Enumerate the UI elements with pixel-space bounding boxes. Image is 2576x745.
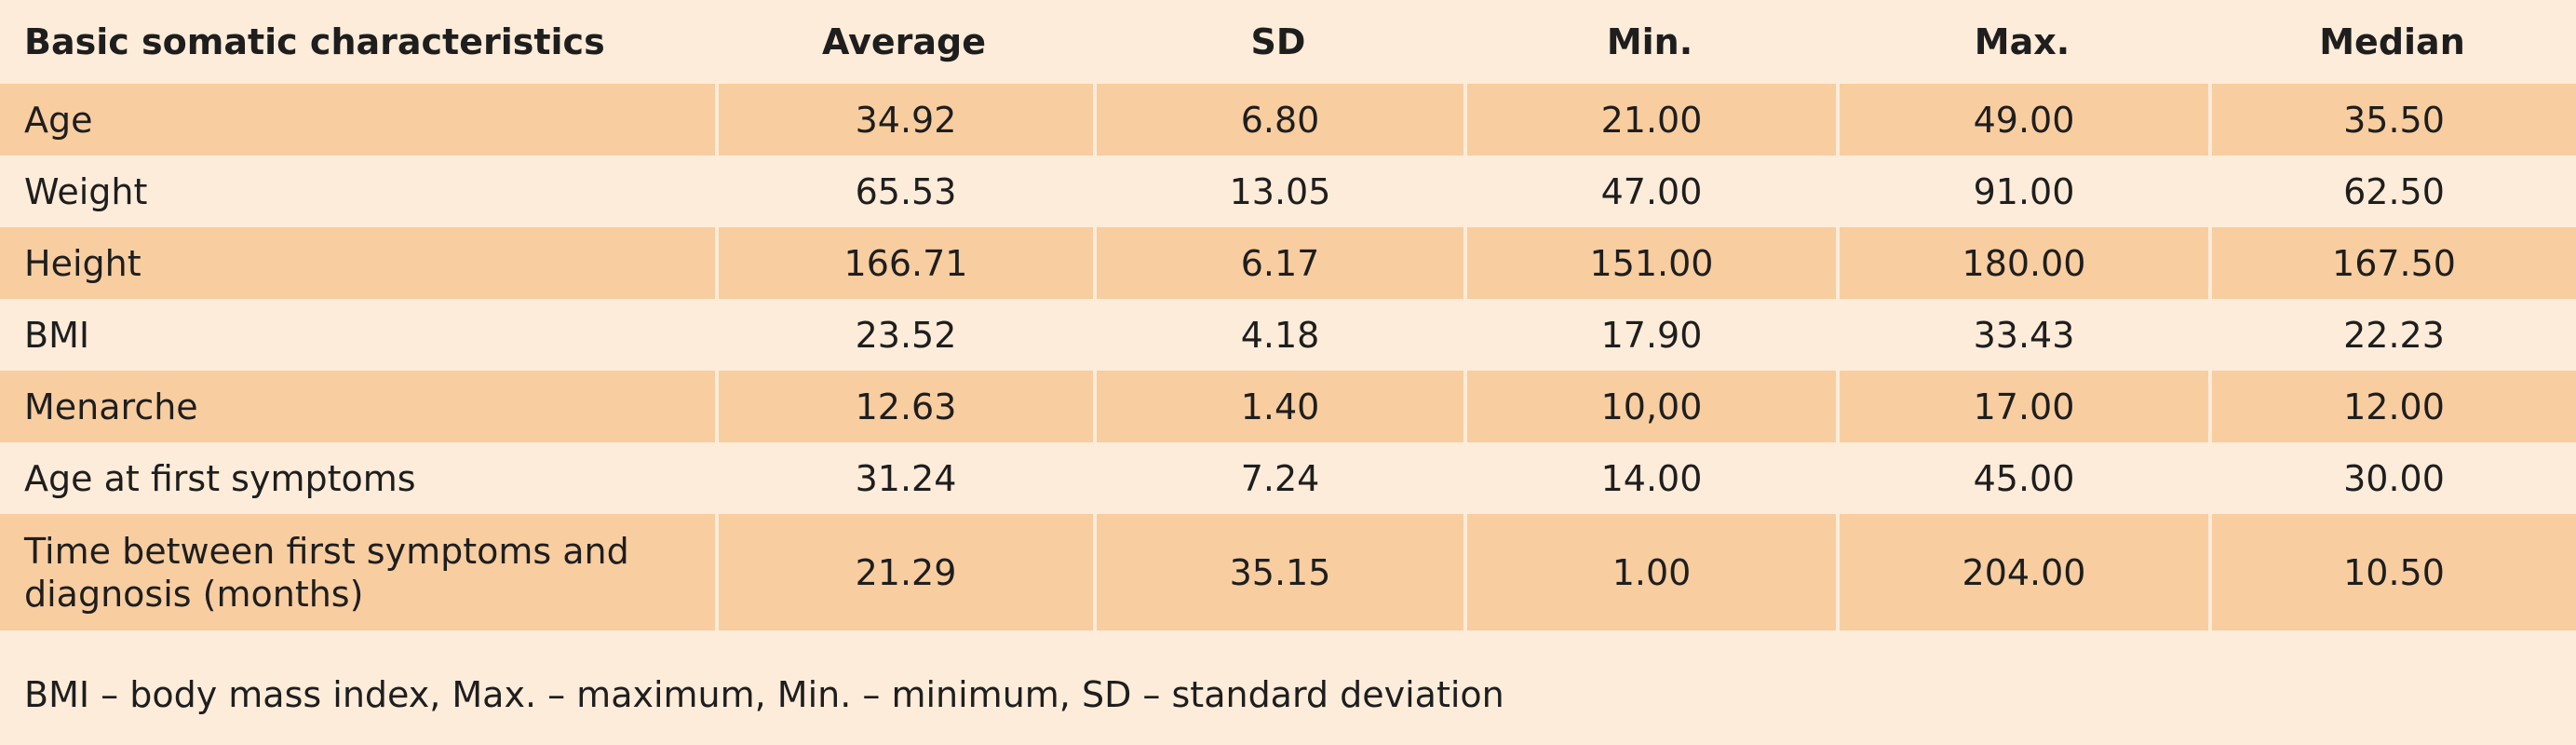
cell-sd: 13.05 [1093, 156, 1463, 227]
cell-average: 65.53 [715, 156, 1093, 227]
row-label: Height [0, 227, 715, 299]
table-row-bmi: BMI 23.52 4.18 17.90 33.43 22.23 [0, 299, 2576, 371]
header-average: Average [715, 0, 1093, 84]
cell-median: 10.50 [2208, 514, 2576, 630]
cell-sd: 6.80 [1093, 84, 1463, 156]
header-characteristic: Basic somatic characteristics [0, 0, 715, 84]
cell-max: 91.00 [1836, 156, 2208, 227]
table-row-height: Height 166.71 6.17 151.00 180.00 167.50 [0, 227, 2576, 299]
row-label: Menarche [0, 371, 715, 442]
table-row-age: Age 34.92 6.80 21.00 49.00 35.50 [0, 84, 2576, 156]
cell-max: 33.43 [1836, 299, 2208, 371]
cell-min: 14.00 [1463, 442, 1836, 514]
cell-average: 34.92 [715, 84, 1093, 156]
row-label: Time between first symptoms and diagnosi… [0, 514, 715, 630]
cell-max: 17.00 [1836, 371, 2208, 442]
cell-sd: 35.15 [1093, 514, 1463, 630]
header-sd: SD [1093, 0, 1463, 84]
table-row-weight: Weight 65.53 13.05 47.00 91.00 62.50 [0, 156, 2576, 227]
cell-average: 12.63 [715, 371, 1093, 442]
cell-sd: 1.40 [1093, 371, 1463, 442]
header-max: Max. [1836, 0, 2208, 84]
header-min: Min. [1463, 0, 1836, 84]
somatic-characteristics-table: Basic somatic characteristics Average SD… [0, 0, 2576, 630]
cell-max: 45.00 [1836, 442, 2208, 514]
cell-sd: 4.18 [1093, 299, 1463, 371]
row-label: BMI [0, 299, 715, 371]
cell-sd: 6.17 [1093, 227, 1463, 299]
table-header-row: Basic somatic characteristics Average SD… [0, 0, 2576, 84]
cell-median: 30.00 [2208, 442, 2576, 514]
cell-min: 47.00 [1463, 156, 1836, 227]
cell-min: 1.00 [1463, 514, 1836, 630]
cell-median: 22.23 [2208, 299, 2576, 371]
cell-min: 21.00 [1463, 84, 1836, 156]
table-row-time-to-diagnosis: Time between first symptoms and diagnosi… [0, 514, 2576, 630]
cell-max: 204.00 [1836, 514, 2208, 630]
cell-median: 35.50 [2208, 84, 2576, 156]
header-median: Median [2208, 0, 2576, 84]
cell-min: 151.00 [1463, 227, 1836, 299]
row-label: Age [0, 84, 715, 156]
cell-max: 49.00 [1836, 84, 2208, 156]
cell-sd: 7.24 [1093, 442, 1463, 514]
cell-average: 31.24 [715, 442, 1093, 514]
cell-min: 10,00 [1463, 371, 1836, 442]
cell-average: 166.71 [715, 227, 1093, 299]
table-footnote: BMI – body mass index, Max. – maximum, M… [24, 674, 1504, 715]
row-label: Weight [0, 156, 715, 227]
cell-average: 21.29 [715, 514, 1093, 630]
cell-median: 62.50 [2208, 156, 2576, 227]
table-row-age-first-symptoms: Age at first symptoms 31.24 7.24 14.00 4… [0, 442, 2576, 514]
cell-average: 23.52 [715, 299, 1093, 371]
cell-max: 180.00 [1836, 227, 2208, 299]
table-row-menarche: Menarche 12.63 1.40 10,00 17.00 12.00 [0, 371, 2576, 442]
cell-min: 17.90 [1463, 299, 1836, 371]
cell-median: 167.50 [2208, 227, 2576, 299]
row-label: Age at first symptoms [0, 442, 715, 514]
cell-median: 12.00 [2208, 371, 2576, 442]
